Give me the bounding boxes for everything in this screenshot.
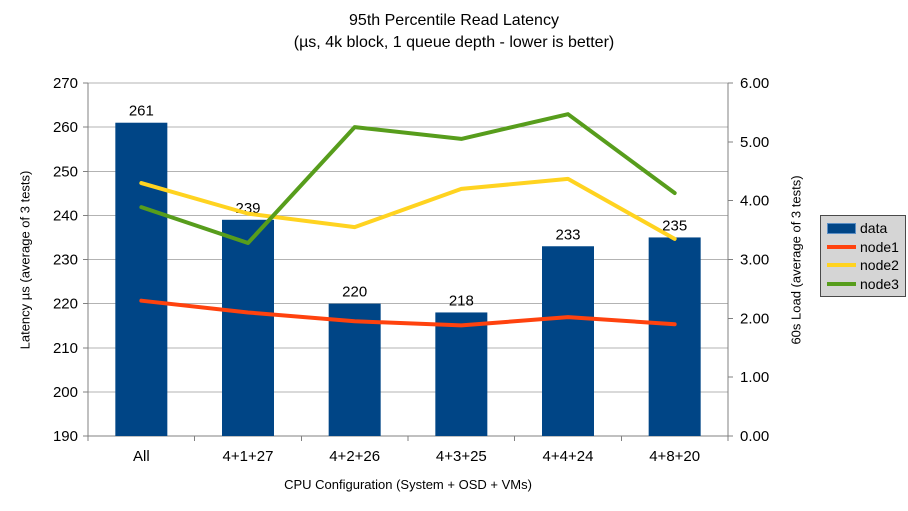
y-axis-title-right: 60s Load (average of 3 tests) xyxy=(788,175,804,345)
bar-value-label: 261 xyxy=(129,103,154,120)
title-block: 95th Percentile Read Latency (µs, 4k blo… xyxy=(0,10,908,54)
bar-value-label: 233 xyxy=(555,226,580,243)
legend-label-node1: node1 xyxy=(860,238,899,255)
right-tick-label: 2.00 xyxy=(740,310,769,327)
chart-title: 95th Percentile Read Latency xyxy=(349,12,559,29)
left-tick-label: 230 xyxy=(53,252,78,269)
right-tick-label: 5.00 xyxy=(740,134,769,151)
left-tick-label: 200 xyxy=(53,384,78,401)
category-label: 4+2+26 xyxy=(329,448,380,465)
legend: data node1 node2 node3 xyxy=(820,215,906,297)
category-label: 4+4+24 xyxy=(543,448,594,465)
y-axis-title-left: Latency µs (average of 3 tests) xyxy=(17,170,33,350)
legend-label-node2: node2 xyxy=(860,257,899,274)
left-tick-label: 240 xyxy=(53,207,78,224)
right-tick-label: 3.00 xyxy=(740,252,769,269)
left-tick-label: 250 xyxy=(53,163,78,180)
bar-data xyxy=(435,312,488,436)
right-tick-label: 6.00 xyxy=(740,75,769,92)
line-node3 xyxy=(139,112,677,246)
left-tick-label: 220 xyxy=(53,296,78,313)
bar-data xyxy=(328,303,381,436)
left-tick-label: 270 xyxy=(53,75,78,92)
line-node1 xyxy=(139,298,677,328)
legend-swatch-data xyxy=(827,222,856,234)
bar-data xyxy=(648,237,701,436)
bar-value-label: 220 xyxy=(342,284,367,301)
chart-subtitle: (µs, 4k block, 1 queue depth - lower is … xyxy=(293,34,615,51)
left-tick-label: 260 xyxy=(53,119,78,136)
category-label: 4+8+20 xyxy=(649,448,700,465)
legend-item-node2: node2 xyxy=(827,256,903,275)
bar-data xyxy=(115,122,168,437)
right-tick-label: 4.00 xyxy=(740,193,769,210)
category-label: 4+3+25 xyxy=(436,448,487,465)
legend-item-node3: node3 xyxy=(827,275,903,294)
category-label: 4+1+27 xyxy=(223,448,274,465)
legend-swatch-node1 xyxy=(827,244,856,249)
left-tick-label: 190 xyxy=(53,428,78,445)
legend-item-data: data xyxy=(827,219,903,238)
legend-label-node3: node3 xyxy=(860,275,899,292)
legend-item-node1: node1 xyxy=(827,238,903,257)
bar-value-label: 235 xyxy=(662,217,687,234)
bar-data xyxy=(542,246,594,436)
legend-swatch-node2 xyxy=(827,263,856,268)
line-node2 xyxy=(139,176,677,241)
x-axis-title: CPU Configuration (System + OSD + VMs) xyxy=(284,477,532,492)
legend-label-data: data xyxy=(860,220,888,237)
category-label: All xyxy=(133,448,150,465)
right-tick-label: 0.00 xyxy=(740,428,769,445)
bar-data xyxy=(222,219,274,436)
bar-value-label: 218 xyxy=(449,292,474,309)
right-tick-label: 1.00 xyxy=(740,369,769,386)
legend-swatch-node3 xyxy=(827,281,856,286)
left-tick-label: 210 xyxy=(53,340,78,357)
